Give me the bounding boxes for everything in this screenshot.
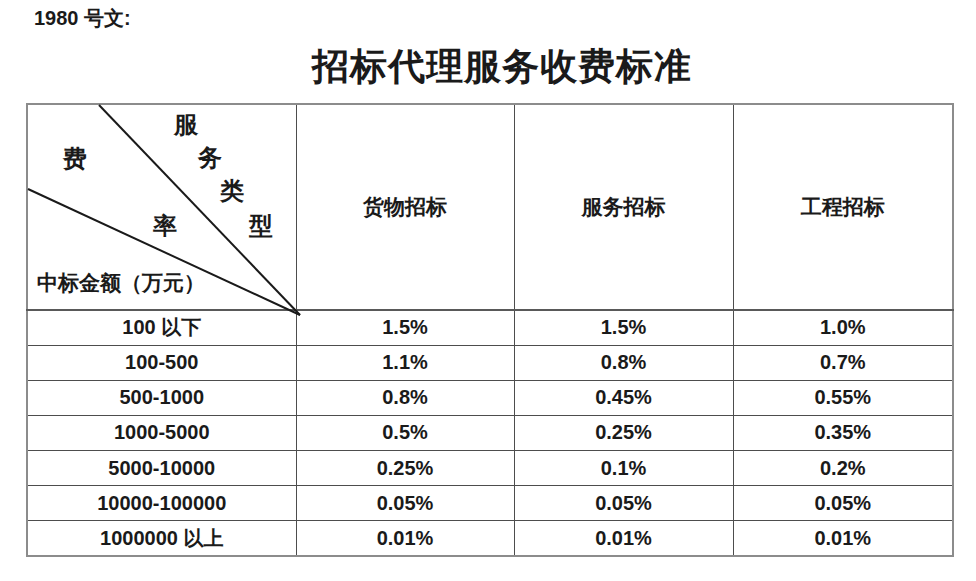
column-header-works: 工程招标 — [733, 104, 953, 310]
rate-cell: 1.0% — [733, 310, 953, 345]
amount-cell: 5000-10000 — [27, 451, 296, 486]
rate-cell: 0.05% — [733, 486, 953, 521]
table-row: 10000-100000 0.05% 0.05% 0.05% — [27, 486, 953, 521]
amount-cell: 100 以下 — [27, 310, 296, 345]
amount-cell: 100-500 — [27, 345, 296, 380]
rate-cell: 0.05% — [296, 486, 514, 521]
rate-cell: 0.7% — [733, 345, 953, 380]
table-corner-cell: 服 务 类 型 费 率 中标金额（万元） — [27, 104, 296, 310]
rate-cell: 1.1% — [296, 345, 514, 380]
corner-char: 务 — [198, 146, 222, 170]
rate-cell: 0.35% — [733, 415, 953, 450]
rate-cell: 0.01% — [514, 521, 733, 556]
amount-cell: 500-1000 — [27, 380, 296, 415]
table-row: 100 以下 1.5% 1.5% 1.0% — [27, 310, 953, 345]
page-title: 招标代理服务收费标准 — [14, 42, 976, 92]
fee-standard-table: 服 务 类 型 费 率 中标金额（万元） 货物招标 服务招标 工程招标 100 … — [26, 103, 954, 557]
rate-cell: 0.5% — [296, 415, 514, 450]
corner-amount-label: 中标金额（万元） — [37, 273, 205, 294]
rate-cell: 0.01% — [296, 521, 514, 556]
table-row: 500-1000 0.8% 0.45% 0.55% — [27, 380, 953, 415]
rate-cell: 0.25% — [514, 415, 733, 450]
corner-char: 类 — [220, 179, 244, 203]
rate-cell: 0.05% — [514, 486, 733, 521]
amount-cell: 10000-100000 — [27, 486, 296, 521]
doc-number: 1980 号文: — [34, 5, 131, 32]
rate-cell: 0.1% — [514, 451, 733, 486]
corner-char: 型 — [249, 214, 273, 238]
corner-char: 率 — [153, 214, 177, 238]
column-header-goods: 货物招标 — [296, 104, 514, 310]
corner-char: 服 — [174, 113, 198, 137]
rate-cell: 0.8% — [296, 380, 514, 415]
rate-cell: 1.5% — [296, 310, 514, 345]
header-row: 服 务 类 型 费 率 中标金额（万元） 货物招标 服务招标 工程招标 — [27, 104, 953, 310]
corner-char: 费 — [63, 147, 87, 171]
table-row: 5000-10000 0.25% 0.1% 0.2% — [27, 451, 953, 486]
amount-cell: 1000000 以上 — [27, 521, 296, 556]
rate-cell: 0.45% — [514, 380, 733, 415]
column-header-services: 服务招标 — [514, 104, 733, 310]
rate-cell: 0.2% — [733, 451, 953, 486]
table-row: 100-500 1.1% 0.8% 0.7% — [27, 345, 953, 380]
rate-cell: 0.01% — [733, 521, 953, 556]
rate-cell: 0.8% — [514, 345, 733, 380]
rate-cell: 0.25% — [296, 451, 514, 486]
amount-cell: 1000-5000 — [27, 415, 296, 450]
table-row: 1000-5000 0.5% 0.25% 0.35% — [27, 415, 953, 450]
rate-cell: 1.5% — [514, 310, 733, 345]
rate-cell: 0.55% — [733, 380, 953, 415]
table-row: 1000000 以上 0.01% 0.01% 0.01% — [27, 521, 953, 556]
